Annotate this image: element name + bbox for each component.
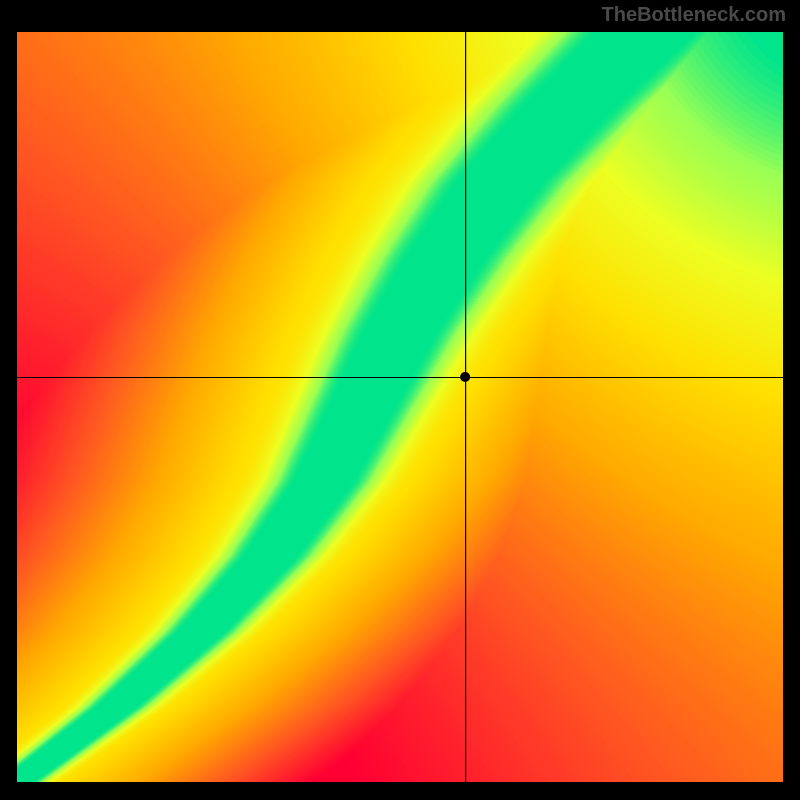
chart-container: TheBottleneck.com bbox=[0, 0, 800, 800]
watermark-text: TheBottleneck.com bbox=[602, 4, 786, 27]
plot-area bbox=[17, 32, 783, 782]
heatmap-canvas bbox=[17, 32, 783, 782]
